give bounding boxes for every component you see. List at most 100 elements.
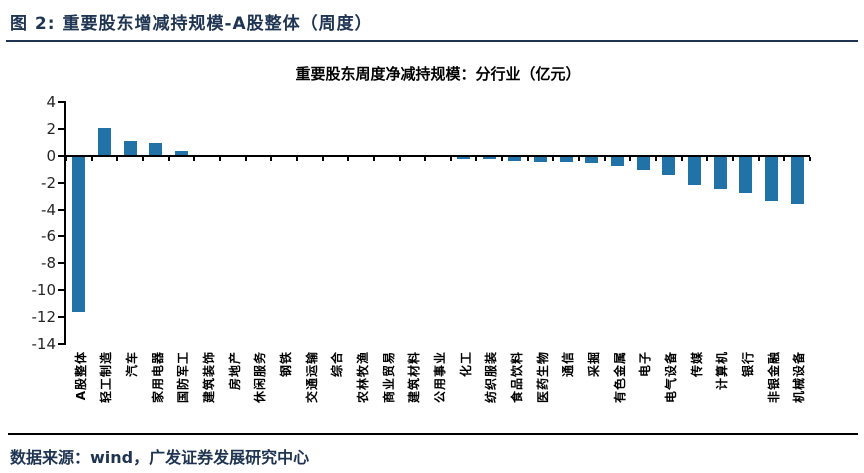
x-axis-tick: [680, 157, 683, 161]
x-tick-label-房地产: 房地产: [227, 351, 242, 391]
y-axis-tick: [58, 128, 64, 131]
x-axis-tick: [526, 157, 529, 161]
x-tick-label-家用电器: 家用电器: [150, 351, 165, 404]
bar-电气设备: [662, 157, 676, 176]
x-axis-tick: [65, 157, 67, 161]
x-tick-label-电子: 电子: [638, 351, 653, 378]
x-tick-label-传媒: 传媒: [689, 351, 704, 378]
y-axis-tick: [58, 155, 64, 157]
bar-非银金融: [765, 157, 779, 202]
y-axis-tick: [58, 262, 64, 265]
x-tick-label-建筑装饰: 建筑装饰: [202, 351, 217, 404]
bar-通信: [559, 157, 573, 163]
bar-采掘: [585, 157, 599, 164]
y-tick-label: -8: [41, 254, 56, 273]
x-tick-label-综合: 综合: [330, 351, 345, 378]
data-source: 数据来源：wind，广发证券发展研究中心: [10, 448, 310, 467]
bar-电子: [636, 157, 650, 171]
y-tick-label: -12: [31, 307, 57, 326]
y-axis-line: [64, 101, 66, 345]
x-axis-tick: [372, 157, 375, 161]
x-axis-tick: [424, 157, 427, 161]
x-tick-label-交通运输: 交通运输: [304, 351, 319, 404]
y-axis-tick: [58, 181, 64, 184]
y-tick-label: -14: [31, 334, 57, 353]
y-tick-label: -6: [41, 227, 56, 246]
x-axis-tick: [193, 157, 196, 161]
x-axis-line: [64, 155, 810, 157]
y-tick-label: -10: [31, 281, 57, 299]
y-tick-label: 2: [46, 120, 56, 139]
x-axis-tick: [347, 157, 350, 161]
x-tick-label-公用事业: 公用事业: [433, 351, 447, 404]
bar-医药生物: [534, 157, 548, 162]
x-axis-tick: [706, 157, 709, 161]
x-tick-label-商业贸易: 商业贸易: [381, 351, 396, 404]
x-axis-tick: [244, 157, 247, 161]
y-tick-label: 4: [46, 93, 56, 112]
x-tick-label-银行: 银行: [740, 351, 755, 378]
x-axis-tick: [655, 157, 658, 161]
bar-传媒: [688, 157, 702, 186]
y-axis-tick: [58, 289, 64, 291]
bar-化工: [457, 157, 471, 159]
x-tick-label-建筑材料: 建筑材料: [407, 351, 422, 404]
y-axis-tick: [58, 342, 64, 345]
x-tick-label-电气设备: 电气设备: [663, 351, 678, 404]
x-tick-label-汽车: 汽车: [125, 351, 140, 378]
x-tick-label-非银金融: 非银金融: [766, 351, 781, 404]
bar-轻工制造: [97, 127, 111, 156]
x-axis-tick: [475, 157, 478, 161]
bar-国防军工: [174, 150, 188, 156]
x-tick-label-A股整体: A股整体: [73, 351, 88, 401]
bar-家用电器: [149, 142, 163, 156]
x-axis-tick: [603, 157, 606, 161]
x-tick-label-食品饮料: 食品饮料: [509, 351, 524, 404]
y-tick-label: -4: [41, 200, 56, 219]
x-axis-tick: [783, 157, 786, 161]
x-tick-label-采掘: 采掘: [586, 351, 601, 378]
x-axis-tick: [757, 157, 760, 161]
x-tick-label-化工: 化工: [458, 351, 473, 378]
x-axis-tick: [270, 157, 273, 161]
x-axis-tick: [809, 157, 811, 161]
chart-title: 重要股东周度净减持规模：分行业（亿元）: [295, 65, 581, 83]
x-axis-tick: [578, 157, 581, 161]
x-axis-tick: [501, 157, 504, 161]
y-tick-label: 0: [46, 147, 56, 165]
bar-计算机: [713, 157, 727, 190]
bar-汽车: [123, 141, 137, 156]
bar-有色金属: [611, 157, 625, 166]
y-axis-tick: [58, 315, 64, 318]
x-axis-tick: [167, 157, 170, 161]
y-tick-label: -2: [41, 173, 56, 192]
x-axis-tick: [449, 157, 452, 161]
bar-食品饮料: [508, 157, 522, 162]
x-tick-label-钢铁: 钢铁: [279, 351, 294, 378]
bar-机械设备: [790, 157, 804, 204]
x-axis-tick: [295, 157, 298, 161]
x-axis-tick: [90, 157, 93, 161]
x-axis-tick: [218, 157, 221, 161]
x-tick-label-计算机: 计算机: [715, 351, 730, 391]
y-axis-tick: [58, 101, 64, 104]
bar-银行: [739, 157, 753, 194]
x-axis-tick: [629, 157, 632, 161]
x-tick-label-机械设备: 机械设备: [792, 351, 807, 404]
bar-纺织服装: [482, 157, 496, 159]
footer-divider: [8, 433, 858, 435]
x-tick-label-医药生物: 医药生物: [535, 351, 550, 404]
x-axis-tick: [732, 157, 735, 161]
x-axis-tick: [321, 157, 324, 161]
x-axis-tick: [398, 157, 401, 161]
x-axis-tick: [552, 157, 555, 161]
header-divider: [6, 40, 858, 42]
x-tick-label-休闲服务: 休闲服务: [253, 351, 268, 404]
bar-A股整体: [72, 157, 86, 313]
x-tick-label-有色金属: 有色金属: [612, 351, 627, 404]
x-tick-label-通信: 通信: [561, 351, 576, 378]
figure-caption: 图 2: 重要股东增减持规模-A股整体（周度）: [10, 14, 373, 34]
y-axis-tick: [58, 235, 64, 238]
x-axis-tick: [116, 157, 119, 161]
